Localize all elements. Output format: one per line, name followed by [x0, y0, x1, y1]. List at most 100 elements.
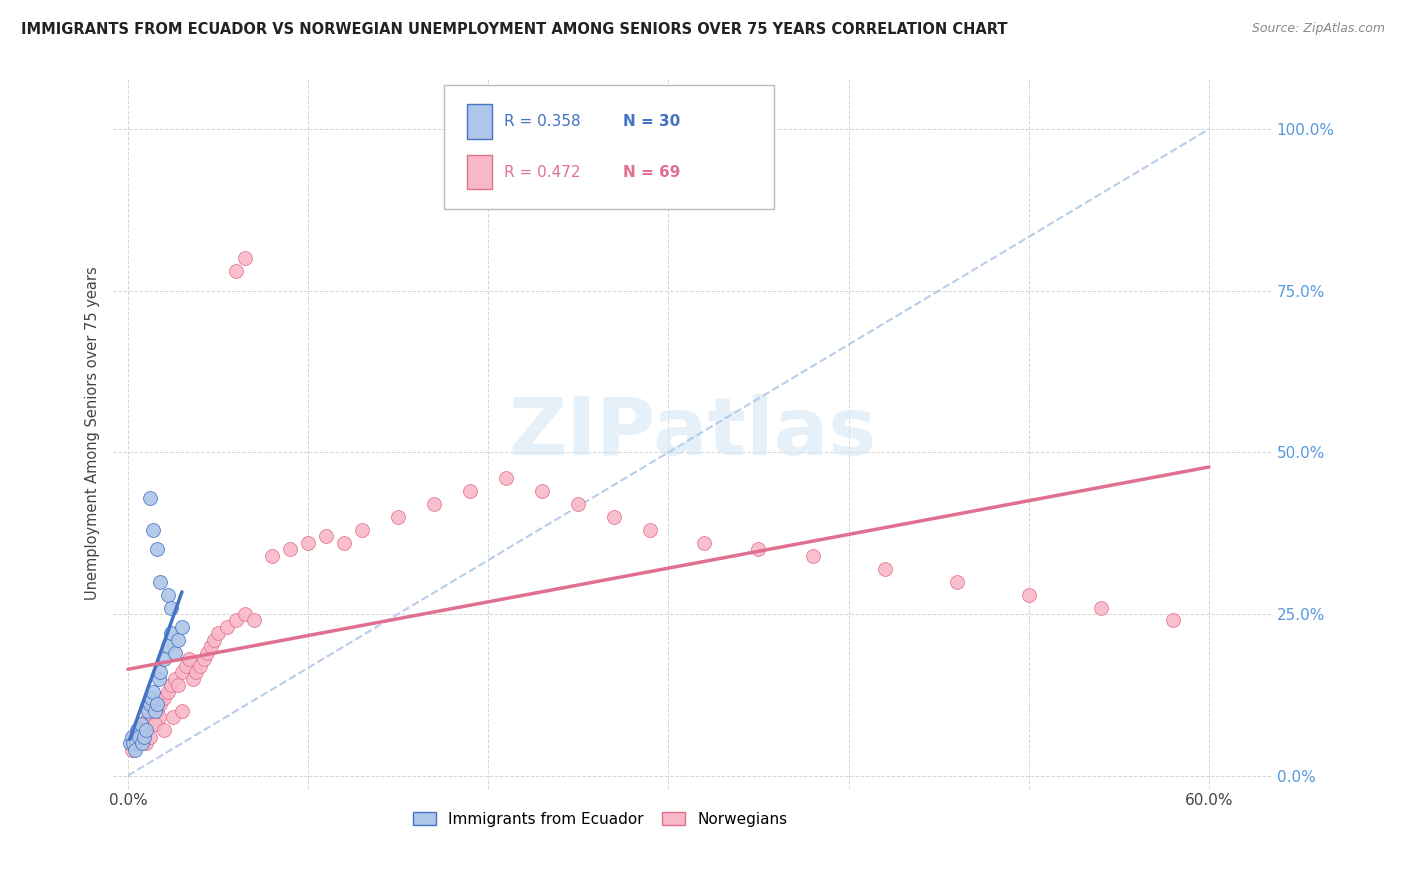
- Point: [148, 710, 170, 724]
- Point: [149, 665, 172, 680]
- Text: R = 0.472: R = 0.472: [503, 164, 581, 179]
- Point: [153, 652, 176, 666]
- Point: [693, 536, 716, 550]
- FancyBboxPatch shape: [444, 85, 773, 209]
- Point: [160, 678, 183, 692]
- Point: [141, 691, 163, 706]
- Point: [747, 542, 769, 557]
- Point: [215, 620, 238, 634]
- Point: [138, 730, 160, 744]
- Point: [136, 704, 159, 718]
- Point: [170, 704, 193, 718]
- Point: [131, 736, 153, 750]
- Point: [134, 730, 156, 744]
- Point: [141, 698, 163, 712]
- Text: R = 0.358: R = 0.358: [503, 114, 581, 129]
- Point: [135, 723, 157, 738]
- Point: [167, 632, 190, 647]
- Point: [458, 484, 481, 499]
- Point: [145, 704, 167, 718]
- Point: [153, 723, 176, 738]
- Point: [160, 600, 183, 615]
- Point: [148, 672, 170, 686]
- Point: [243, 614, 266, 628]
- Point: [207, 626, 229, 640]
- Point: [124, 743, 146, 757]
- Text: IMMIGRANTS FROM ECUADOR VS NORWEGIAN UNEMPLOYMENT AMONG SENIORS OVER 75 YEARS CO: IMMIGRANTS FROM ECUADOR VS NORWEGIAN UNE…: [21, 22, 1008, 37]
- Legend: Immigrants from Ecuador, Norwegians: Immigrants from Ecuador, Norwegians: [405, 804, 794, 834]
- Point: [387, 510, 409, 524]
- Point: [136, 710, 159, 724]
- Point: [156, 640, 179, 654]
- Point: [188, 658, 211, 673]
- Point: [495, 471, 517, 485]
- Point: [1090, 600, 1112, 615]
- Point: [125, 723, 148, 738]
- Point: [121, 743, 143, 757]
- Point: [640, 523, 662, 537]
- Point: [135, 736, 157, 750]
- Point: [531, 484, 554, 499]
- Point: [125, 730, 148, 744]
- Point: [142, 710, 165, 724]
- Text: N = 30: N = 30: [623, 114, 681, 129]
- Point: [225, 264, 247, 278]
- Point: [122, 736, 145, 750]
- Text: N = 69: N = 69: [623, 164, 681, 179]
- Point: [278, 542, 301, 557]
- Point: [233, 252, 256, 266]
- Point: [225, 614, 247, 628]
- Point: [801, 549, 824, 563]
- Point: [297, 536, 319, 550]
- Text: ZIPatlas: ZIPatlas: [509, 394, 877, 472]
- Point: [186, 665, 208, 680]
- Point: [174, 658, 197, 673]
- Point: [195, 646, 218, 660]
- Point: [260, 549, 283, 563]
- FancyBboxPatch shape: [467, 104, 492, 138]
- Point: [423, 497, 446, 511]
- Point: [170, 665, 193, 680]
- Point: [163, 646, 186, 660]
- Point: [1018, 588, 1040, 602]
- Point: [603, 510, 626, 524]
- Point: [352, 523, 374, 537]
- FancyBboxPatch shape: [467, 155, 492, 189]
- Point: [156, 684, 179, 698]
- Point: [567, 497, 589, 511]
- Point: [142, 684, 165, 698]
- Point: [143, 717, 166, 731]
- Point: [333, 536, 356, 550]
- Point: [138, 491, 160, 505]
- Point: [145, 542, 167, 557]
- Point: [1161, 614, 1184, 628]
- Point: [163, 672, 186, 686]
- Point: [129, 717, 152, 731]
- Point: [149, 698, 172, 712]
- Point: [170, 620, 193, 634]
- Point: [125, 736, 148, 750]
- Point: [143, 704, 166, 718]
- Point: [160, 626, 183, 640]
- Point: [149, 574, 172, 589]
- Text: Source: ZipAtlas.com: Source: ZipAtlas.com: [1251, 22, 1385, 36]
- Y-axis label: Unemployment Among Seniors over 75 years: Unemployment Among Seniors over 75 years: [86, 266, 100, 599]
- Point: [202, 632, 225, 647]
- Point: [131, 723, 153, 738]
- Point: [233, 607, 256, 621]
- Point: [118, 736, 141, 750]
- Point: [124, 730, 146, 744]
- Point: [193, 652, 215, 666]
- Point: [138, 704, 160, 718]
- Point: [134, 723, 156, 738]
- Point: [167, 678, 190, 692]
- Point: [179, 652, 201, 666]
- Point: [873, 562, 896, 576]
- Point: [128, 730, 150, 744]
- Point: [143, 717, 166, 731]
- Point: [122, 736, 145, 750]
- Point: [200, 640, 222, 654]
- Point: [128, 723, 150, 738]
- Point: [142, 523, 165, 537]
- Point: [162, 710, 184, 724]
